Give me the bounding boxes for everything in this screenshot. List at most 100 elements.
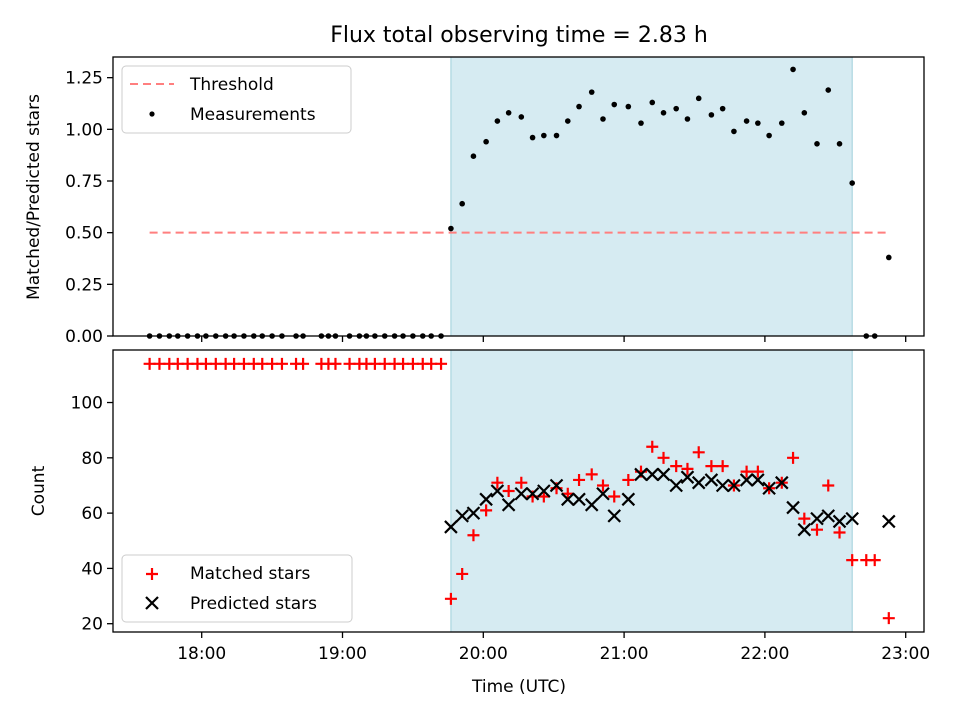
measurement-point	[673, 105, 679, 112]
predicted-star-point	[715, 478, 730, 493]
matched-star-point	[573, 473, 586, 486]
predicted-star-point	[762, 481, 776, 496]
y-tick-label: 100	[71, 394, 103, 414]
top-x-ticks	[201, 336, 907, 342]
measurement-point	[529, 134, 536, 141]
matched-star-point	[297, 357, 310, 370]
measurement-point	[684, 116, 691, 122]
predicted-star-point	[490, 484, 505, 498]
top-legend: Threshold Measurements	[121, 65, 352, 134]
y-tick-label: 20	[81, 615, 103, 635]
matched-star-point	[740, 465, 753, 478]
measurement-point	[719, 105, 726, 112]
y-tick-label: 0.75	[65, 172, 103, 192]
measurement-point	[849, 180, 855, 186]
top-axes-frame	[112, 56, 925, 337]
measurement-point	[708, 112, 715, 118]
measurement-point	[825, 87, 832, 93]
predicted-star-point	[751, 473, 765, 487]
predicted-star-point	[669, 478, 683, 493]
matched-star-point	[822, 479, 835, 492]
measurement-point	[625, 103, 632, 110]
predicted-star-point	[691, 475, 706, 490]
legend-predicted-label: Predicted stars	[190, 594, 317, 614]
measurement-point	[886, 254, 892, 261]
top-panel: 0.00 0.25 0.50 0.75 1.00 1.25 Matched/Predict…	[24, 56, 925, 347]
predicted-star-point	[832, 514, 847, 529]
matched-star-point	[456, 567, 469, 580]
x-tick-label: 21:00	[600, 644, 649, 664]
predicted-star-point	[525, 486, 540, 501]
bottom-panel: 20 40 60 80 100 18:00 19:00 20:00 21:00 22:00 23:…	[29, 349, 930, 697]
predicted-star-point	[596, 486, 610, 501]
matched-star-point	[657, 451, 670, 464]
measurement-point	[588, 89, 595, 95]
predicted-star-point	[501, 498, 516, 512]
predicted-star-point	[656, 467, 671, 482]
measurement-point	[638, 120, 644, 126]
measurement-point	[600, 116, 606, 122]
predicted-star-point	[537, 484, 551, 498]
legend-measurements-swatch	[149, 111, 155, 117]
predicted-star-point	[821, 509, 836, 523]
measurement-point	[743, 118, 750, 124]
matched-star-point	[329, 357, 342, 370]
measurement-point	[553, 132, 560, 139]
measurement-point	[731, 128, 737, 135]
predicted-star-point	[704, 473, 719, 487]
matched-star-point	[502, 485, 515, 497]
measurement-point	[505, 110, 512, 116]
y-tick-label: 1.00	[65, 120, 103, 140]
measurement-point	[470, 153, 477, 159]
predicted-star-point	[466, 506, 481, 520]
matched-star-point	[622, 473, 635, 486]
legend-threshold-label: Threshold	[189, 75, 274, 95]
predicted-star-point	[584, 498, 599, 512]
predicted-star-point	[645, 467, 660, 482]
top-y-axis-label: Matched/Predicted stars	[24, 94, 44, 300]
predicted-star-point	[786, 500, 800, 515]
predicted-star-point	[739, 473, 754, 487]
matched-star-point	[716, 460, 729, 473]
predicted-star-point	[561, 492, 575, 507]
matched-star-point	[868, 554, 881, 567]
predicted-stars-points	[444, 467, 896, 537]
legend-matched-swatch	[146, 568, 158, 580]
measurement-point	[660, 110, 667, 116]
predicted-star-point	[572, 492, 586, 507]
predicted-star-point	[514, 486, 529, 501]
measurement-point	[814, 141, 820, 147]
bottom-y-axis-label: Count	[29, 465, 49, 516]
matched-star-point	[585, 468, 598, 481]
x-tick-label: 18:00	[177, 644, 226, 664]
matched-star-point	[882, 612, 895, 625]
matched-star-point	[467, 529, 480, 542]
measurement-point	[778, 120, 785, 126]
measurement-point	[494, 118, 501, 124]
top-y-axis: 0.00 0.25 0.50 0.75 1.00 1.25	[65, 69, 113, 347]
x-tick-label: 20:00	[459, 644, 508, 664]
y-tick-label: 80	[81, 449, 103, 469]
matched-star-point	[846, 554, 859, 567]
matched-star-point	[275, 357, 288, 370]
predicted-star-point	[621, 492, 636, 507]
x-axis-label: Time (UTC)	[471, 677, 566, 697]
predicted-star-point	[810, 511, 824, 526]
measurement-point	[755, 120, 761, 126]
legend-predicted-swatch	[145, 596, 159, 610]
bottom-y-axis: 20 40 60 80 100	[71, 394, 113, 635]
measurement-point	[790, 66, 796, 73]
matched-star-point	[515, 476, 528, 489]
measurement-point	[564, 118, 571, 124]
measurement-point	[649, 99, 656, 106]
matched-star-point	[480, 504, 493, 517]
predicted-star-point	[549, 478, 564, 493]
measurement-point	[766, 132, 772, 139]
x-tick-label: 22:00	[740, 644, 789, 664]
predicted-star-point	[634, 467, 648, 482]
y-tick-label: 0.25	[65, 275, 103, 295]
legend-matched-label: Matched stars	[190, 564, 310, 584]
matched-star-point	[670, 460, 683, 473]
predicted-star-point	[727, 478, 741, 493]
